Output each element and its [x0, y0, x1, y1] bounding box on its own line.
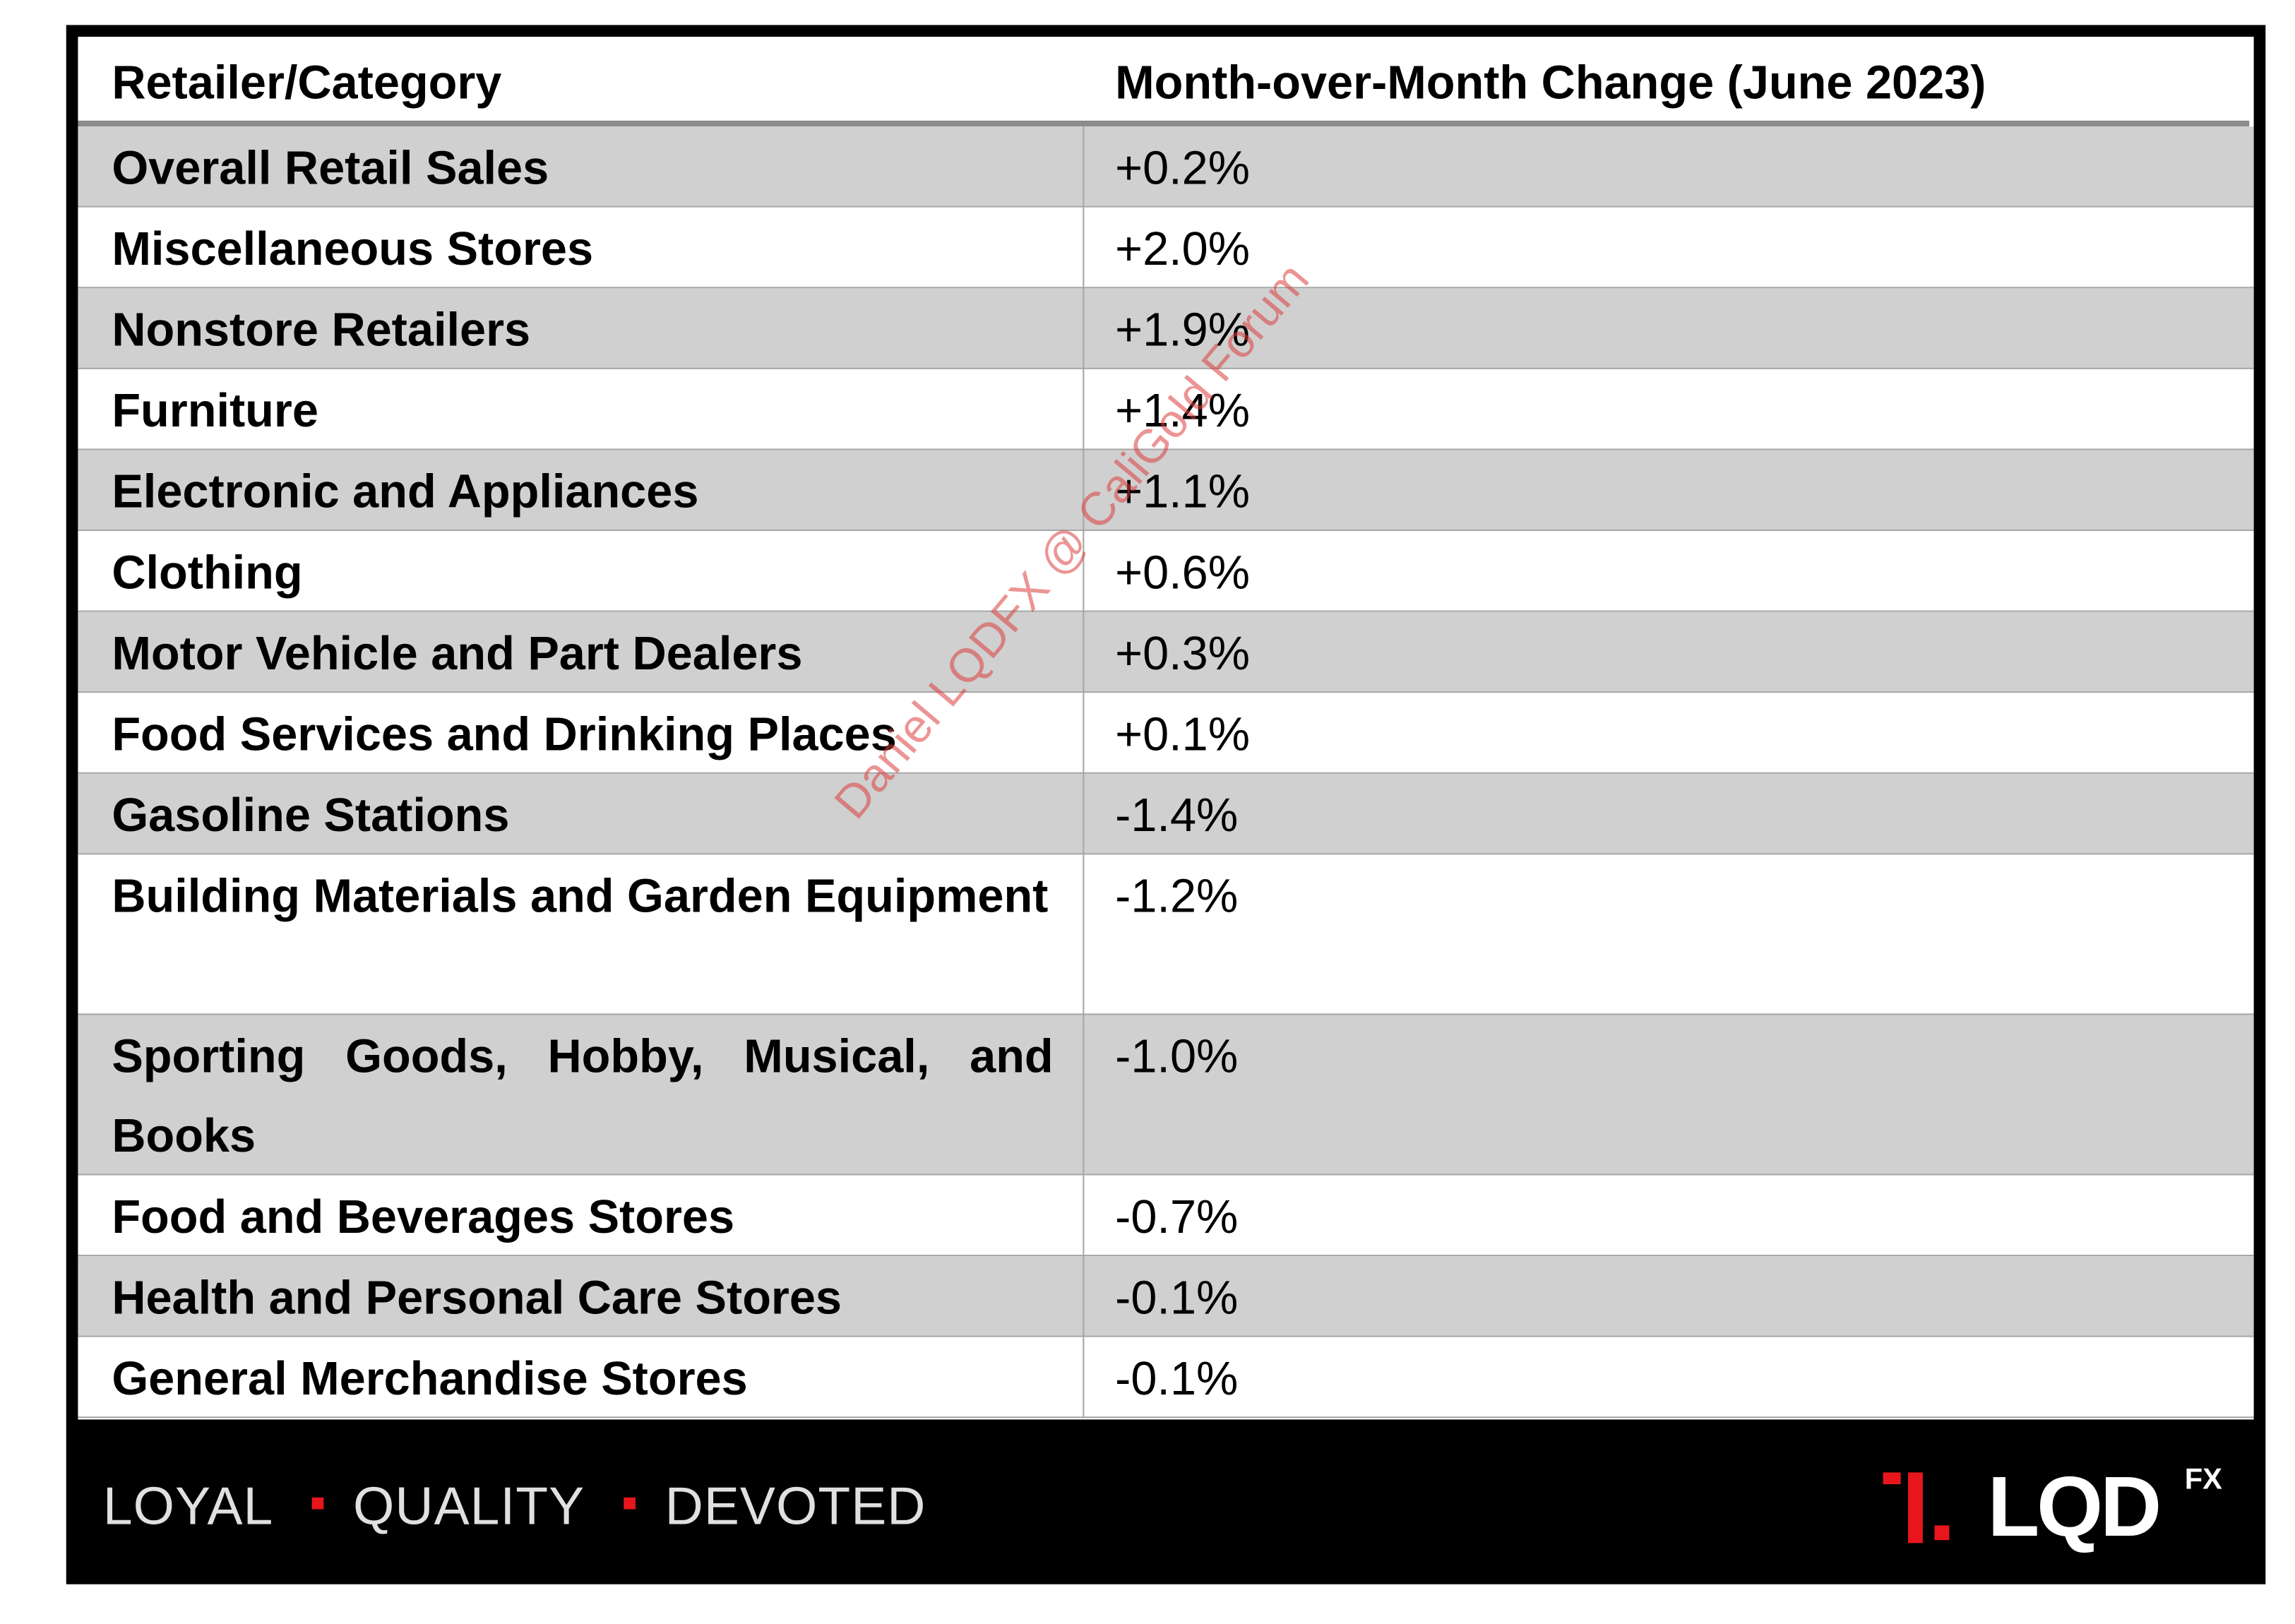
header-cell: Month-over-Month Change (June 2023)	[1115, 56, 1986, 109]
separator	[624, 1497, 636, 1510]
row	[78, 1337, 2254, 1419]
value-cell: -0.1%	[1115, 1351, 1239, 1405]
category-cell: Miscellaneous Stores	[112, 222, 594, 275]
value-cell: +1.4%	[1115, 383, 1251, 437]
category-cell: Gasoline Stations	[112, 788, 510, 842]
tagline-word: DEVOTED	[664, 1475, 926, 1536]
row	[78, 369, 2254, 450]
value-cell: -1.0%	[1115, 1029, 1239, 1083]
category-cell: Food and Beverages Stores	[112, 1190, 735, 1243]
tagline-word: QUALITY	[352, 1475, 585, 1536]
table: Retailer/Category Month-over-Month Change…	[78, 37, 2254, 1420]
category-cell: Motor Vehicle and Part Dealers	[112, 626, 803, 680]
category-cell: Sporting Goods, Hobby, Musical, and Book…	[112, 1029, 1054, 1162]
row	[78, 288, 2254, 369]
value-cell: -0.1%	[1115, 1270, 1239, 1324]
row	[78, 773, 2254, 855]
row	[78, 1256, 2254, 1337]
category-cell: Overall Retail Sales	[112, 141, 549, 194]
row	[78, 450, 2254, 532]
row	[78, 207, 2254, 289]
category-cell: Health and Personal Care Stores	[112, 1270, 842, 1324]
logo-icon	[1883, 1472, 1950, 1544]
category-cell: Nonstore Retailers	[112, 303, 531, 357]
header-cell: Retailer/Category	[112, 56, 502, 109]
category-cell: Clothing	[112, 545, 303, 599]
value-cell: -1.2%	[1115, 869, 1239, 923]
category-cell: Building Materials and Garden Equipment	[112, 869, 1049, 923]
logo: LQD	[1987, 1459, 2162, 1556]
column-divider	[1083, 126, 1085, 1419]
row	[78, 1175, 2254, 1257]
footer: LOYAL QUALITY DEVOTED LQD FX	[66, 1419, 2266, 1584]
value-cell: +0.3%	[1115, 626, 1251, 680]
value-cell: +0.6%	[1115, 545, 1251, 599]
row	[78, 693, 2254, 774]
category-cell: Food Services and Drinking Places	[112, 707, 897, 761]
category-cell: Furniture	[112, 383, 318, 437]
value-cell: +1.9%	[1115, 303, 1251, 357]
category-cell: General Merchandise Stores	[112, 1351, 748, 1405]
row	[78, 1015, 2254, 1176]
header-rule	[78, 120, 2250, 127]
value-cell: +0.2%	[1115, 141, 1251, 194]
tagline-word: LOYAL	[102, 1475, 274, 1536]
row	[78, 126, 2254, 208]
value-cell: +2.0%	[1115, 222, 1251, 275]
value-cell: +0.1%	[1115, 707, 1251, 761]
row	[78, 854, 2254, 1015]
value-cell: -0.7%	[1115, 1190, 1239, 1243]
row	[78, 611, 2254, 693]
logo-sup: FX	[2184, 1463, 2222, 1496]
category-cell: Electronic and Appliances	[112, 465, 699, 518]
value-cell: -1.4%	[1115, 788, 1239, 842]
value-cell: +1.1%	[1115, 465, 1251, 518]
row	[78, 531, 2254, 612]
separator	[311, 1497, 324, 1510]
